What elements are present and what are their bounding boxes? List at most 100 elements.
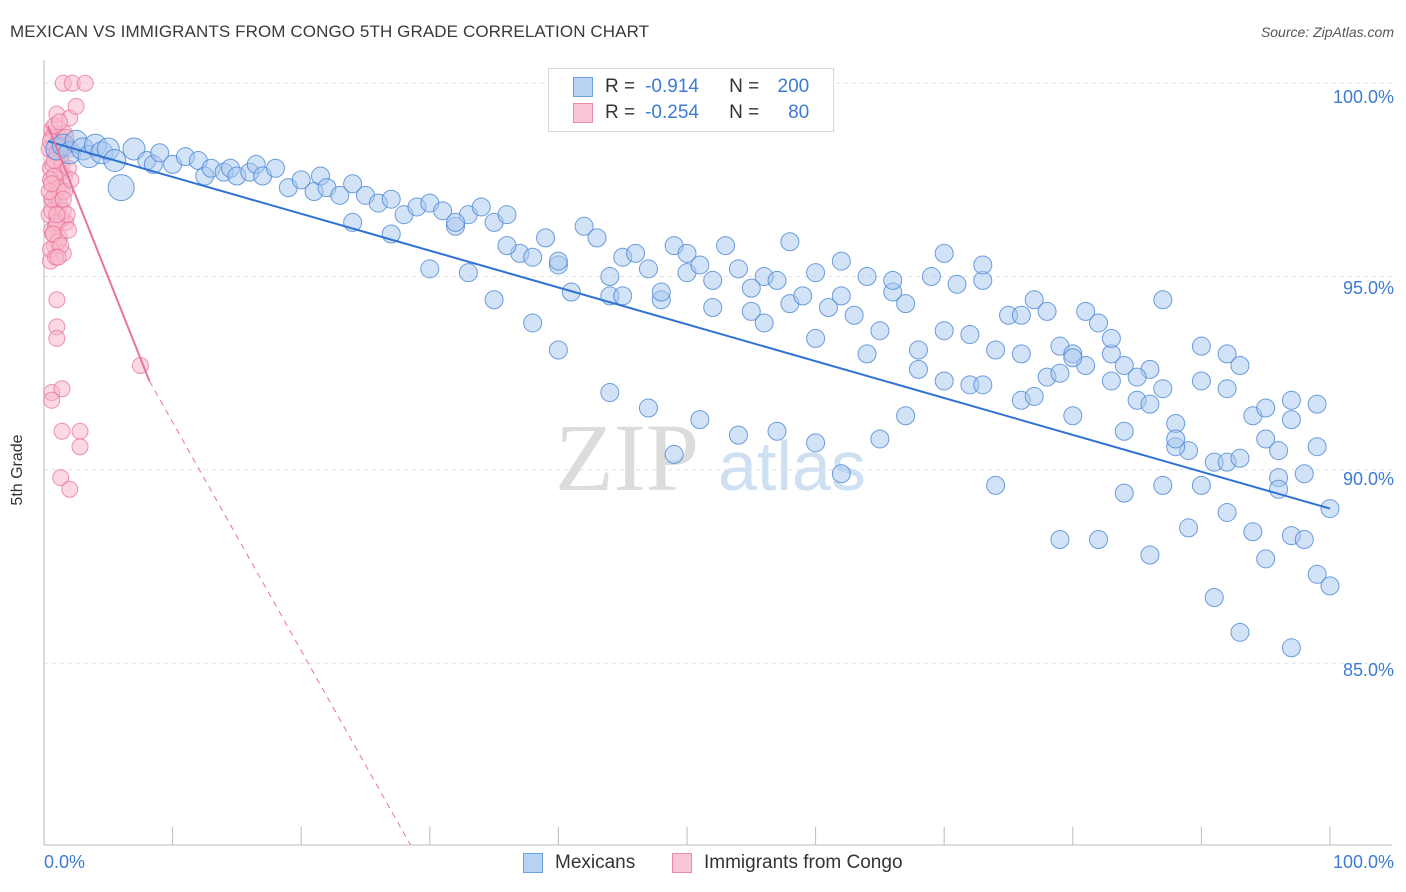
mexican-point	[986, 340, 1006, 360]
bottom-legend-label: Mexicans	[555, 852, 636, 873]
mexican-point	[908, 340, 928, 360]
mexican-point	[1217, 502, 1237, 522]
mexican-point	[793, 286, 813, 306]
mexican-point	[343, 174, 363, 194]
legend-row-congo: R = -0.254 N = 80	[573, 101, 809, 125]
mexican-point	[1101, 328, 1121, 348]
mexican-point	[1191, 475, 1211, 495]
congo-trend-extension	[149, 380, 411, 846]
congo-point	[67, 97, 85, 115]
mexican-point	[960, 325, 980, 345]
bottom-legend-label: Immigrants from Congo	[704, 852, 903, 873]
mexican-point	[1269, 441, 1289, 461]
mexican-point	[690, 410, 710, 430]
legend-n-value: 200	[777, 76, 810, 97]
mexican-point	[1114, 483, 1134, 503]
mexican-point	[896, 294, 916, 314]
mexican-point	[1230, 448, 1250, 468]
mexican-point	[831, 251, 851, 271]
mexican-point	[1320, 576, 1340, 596]
congo-point	[49, 248, 67, 266]
mexican-point	[600, 383, 620, 403]
mexican-point	[1089, 530, 1109, 550]
mexican-point	[523, 247, 543, 267]
legend-n-label: N =	[729, 102, 760, 123]
mexican-point	[870, 321, 890, 341]
legend-swatch-pink	[573, 103, 593, 123]
mexican-point	[1256, 549, 1276, 569]
congo-point	[71, 422, 89, 440]
mexican-point	[934, 321, 954, 341]
mexican-point	[754, 313, 774, 333]
bottom-legend-swatch-pink	[672, 853, 692, 873]
mexican-point	[291, 170, 311, 190]
mexican-point	[471, 197, 491, 217]
congo-point	[48, 291, 66, 309]
mexican-point	[1050, 530, 1070, 550]
legend-n-label: N =	[729, 76, 760, 97]
mexican-point	[1269, 479, 1289, 499]
mexican-point	[1011, 305, 1031, 325]
legend-swatch-blue	[573, 77, 593, 97]
mexican-point	[1256, 429, 1276, 449]
mexican-point	[1281, 390, 1301, 410]
mexican-trend-line	[47, 140, 1331, 510]
mexican-point	[973, 255, 993, 275]
mexican-point	[122, 137, 146, 161]
congo-point	[61, 480, 79, 498]
mexican-point	[1063, 348, 1083, 368]
mexican-point	[1140, 394, 1160, 414]
mexican-point	[1191, 336, 1211, 356]
mexican-point	[1230, 622, 1250, 642]
mexican-point	[973, 375, 993, 395]
mexican-point	[1153, 475, 1173, 495]
mexican-point	[638, 398, 658, 418]
mexican-point	[626, 243, 646, 263]
watermark: ZIP atlas	[555, 404, 866, 511]
mexican-point	[690, 255, 710, 275]
mexican-point	[844, 305, 864, 325]
legend-r-label: R =	[605, 102, 636, 123]
mexican-point	[806, 433, 826, 453]
congo-point	[53, 380, 71, 398]
mexican-point	[420, 259, 440, 279]
mexican-point	[947, 274, 967, 294]
legend-r-value: -0.914	[645, 76, 699, 97]
mexican-point	[921, 267, 941, 287]
mexican-point	[1101, 371, 1121, 391]
legend-box: R = -0.914 N = 200 R = -0.254 N = 80	[548, 68, 834, 132]
mexican-point	[1153, 379, 1173, 399]
source-label: Source: ZipAtlas.com	[1260, 24, 1394, 40]
mexican-point	[677, 243, 697, 263]
mexican-point	[1037, 301, 1057, 321]
mexican-point	[497, 205, 517, 225]
mexican-point	[150, 143, 170, 163]
mexican-point	[934, 371, 954, 391]
mexican-point	[265, 158, 285, 178]
mexican-point	[433, 201, 453, 221]
mexican-point	[703, 270, 723, 290]
mexican-point	[806, 328, 826, 348]
mexican-point	[934, 243, 954, 263]
congo-point	[71, 438, 89, 456]
mexican-point	[1217, 344, 1237, 364]
mexican-point	[703, 297, 723, 317]
y-tick-label-85: 85.0%	[1342, 660, 1394, 680]
mexican-point	[458, 263, 478, 283]
bottom-legend-congo[interactable]: Immigrants from Congo	[672, 852, 903, 874]
legend-r-value: -0.254	[645, 102, 699, 123]
mexican-point	[548, 251, 568, 271]
mexican-point	[536, 228, 556, 248]
mexican-point	[1089, 313, 1109, 333]
mexican-point	[831, 464, 851, 484]
mexican-point	[1307, 394, 1327, 414]
mexican-point	[330, 185, 350, 205]
mexican-point	[883, 270, 903, 290]
mexican-point	[1256, 398, 1276, 418]
mexican-point	[1204, 588, 1224, 608]
mexican-point	[1230, 355, 1250, 375]
bottom-legend-swatch-blue	[523, 853, 543, 873]
bottom-legend-mexicans[interactable]: Mexicans	[523, 852, 635, 874]
mexican-point	[381, 189, 401, 209]
